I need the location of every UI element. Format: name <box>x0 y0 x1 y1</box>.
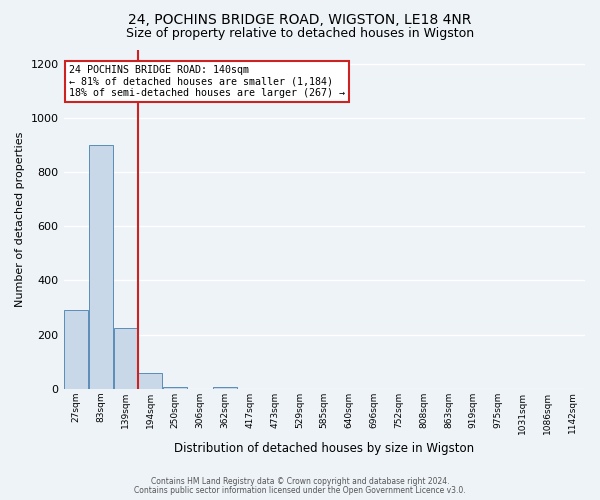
Bar <box>139 374 163 389</box>
Bar <box>113 328 137 389</box>
Bar <box>64 310 88 389</box>
Bar <box>89 145 113 389</box>
Text: Contains HM Land Registry data © Crown copyright and database right 2024.: Contains HM Land Registry data © Crown c… <box>151 477 449 486</box>
Text: Contains public sector information licensed under the Open Government Licence v3: Contains public sector information licen… <box>134 486 466 495</box>
Bar <box>213 386 237 389</box>
Y-axis label: Number of detached properties: Number of detached properties <box>15 132 25 307</box>
Text: 24 POCHINS BRIDGE ROAD: 140sqm
← 81% of detached houses are smaller (1,184)
18% : 24 POCHINS BRIDGE ROAD: 140sqm ← 81% of … <box>69 65 345 98</box>
Text: 24, POCHINS BRIDGE ROAD, WIGSTON, LE18 4NR: 24, POCHINS BRIDGE ROAD, WIGSTON, LE18 4… <box>128 12 472 26</box>
Text: Size of property relative to detached houses in Wigston: Size of property relative to detached ho… <box>126 28 474 40</box>
Bar <box>163 386 187 389</box>
X-axis label: Distribution of detached houses by size in Wigston: Distribution of detached houses by size … <box>174 442 475 455</box>
